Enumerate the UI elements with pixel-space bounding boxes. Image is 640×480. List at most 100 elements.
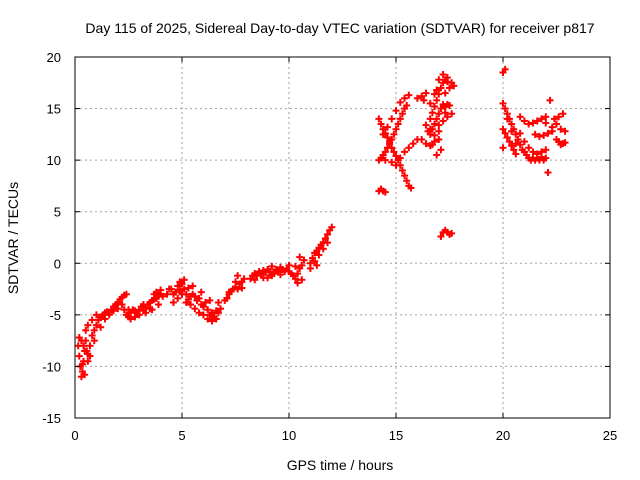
data-point [557,125,565,133]
data-point [398,166,406,174]
data-point [431,103,439,111]
data-point [540,131,548,139]
y-tick-label: 5 [54,205,61,220]
chart-title: Day 115 of 2025, Sidereal Day-to-day VTE… [85,20,594,36]
data-point [535,132,543,140]
data-point [546,96,554,104]
data-point [383,123,391,131]
data-point [383,133,391,141]
data-point [422,121,430,129]
data-point [154,301,162,309]
data-point [542,154,550,162]
data-point [184,284,192,292]
data-point [135,311,143,319]
data-point [298,276,306,284]
x-axis-label: GPS time / hours [287,457,394,473]
data-point [377,120,385,128]
x-tick-label: 20 [496,428,510,443]
data-point [234,285,242,293]
data-point [403,177,411,185]
data-point [180,276,188,284]
data-point [559,110,567,118]
data-point [208,317,216,325]
data-point [97,323,105,331]
data-point [127,315,135,323]
x-tick-label: 15 [389,428,403,443]
data-point [431,131,439,139]
data-point [294,279,302,287]
data-point [505,138,513,146]
y-axis-label: SDTVAR / TECUs [5,182,21,294]
data-point [105,311,113,319]
data-point [212,315,220,323]
data-point [538,115,546,123]
data-point [435,136,443,144]
data-point [422,89,430,97]
data-point [90,326,98,334]
data-point [418,136,426,144]
data-point [86,342,94,350]
data-point [381,156,389,164]
data-point [199,311,207,319]
data-point [501,129,509,137]
data-point [306,264,314,272]
data-point [268,262,276,270]
data-point [544,169,552,177]
data-point [75,334,83,342]
data-point [195,294,203,302]
data-point [386,138,394,146]
data-point [84,357,92,365]
data-point [533,117,541,125]
data-point [176,286,184,294]
data-point [92,311,100,319]
data-point [276,271,284,279]
data-point [561,127,569,135]
data-point [516,141,524,149]
data-point [315,251,323,259]
data-point [191,292,199,300]
data-point [88,316,96,324]
data-point [225,288,233,296]
data-point [499,125,507,133]
data-point [392,161,400,169]
data-point [214,298,222,306]
data-point [223,294,231,302]
data-point [206,296,214,304]
data-point [114,305,122,313]
data-point [172,288,180,296]
data-point [525,144,533,152]
data-point [319,245,327,253]
data-point [202,298,210,306]
data-point [426,125,434,133]
data-point [266,268,274,276]
data-point [420,96,428,104]
data-point [232,278,239,286]
data-point [405,91,413,99]
data-point [435,110,443,118]
data-point [90,337,98,345]
data-point [398,110,406,118]
data-point [531,130,539,138]
data-point [298,261,306,269]
data-point [296,253,304,261]
data-point [381,188,389,196]
data-point [75,352,83,360]
plot-frame [74,56,611,419]
data-point [499,99,507,107]
data-point [388,144,396,152]
data-point [443,113,451,121]
data-point [396,154,404,162]
data-point [433,115,441,123]
data-point [392,125,400,133]
data-point [110,307,118,315]
data-point [413,94,421,102]
data-point [178,280,186,288]
data-point [503,133,511,141]
data-point [195,309,203,317]
data-point [197,288,205,296]
data-point [86,352,94,360]
data-point [392,152,400,160]
data-point [433,86,441,94]
data-point [396,98,404,106]
y-tick-labels: -15 -10 -5 0 5 10 15 20 [42,50,61,426]
